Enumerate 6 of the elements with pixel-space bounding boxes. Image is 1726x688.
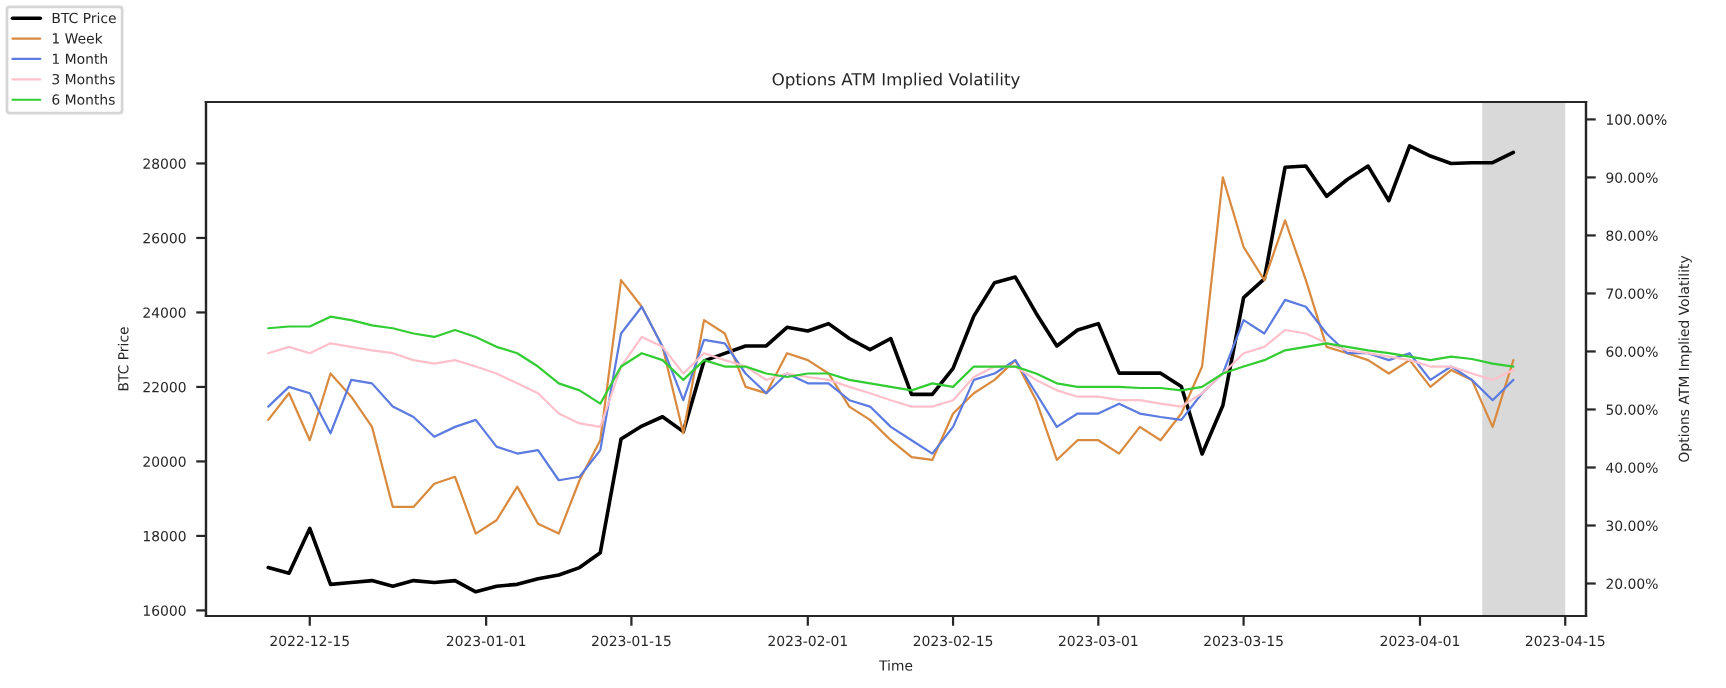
line-series bbox=[267, 298, 1515, 482]
line-series bbox=[267, 328, 1515, 428]
line-series bbox=[266, 144, 1516, 594]
chart-title: Options ATM Implied Volatility bbox=[772, 72, 1020, 89]
line-series bbox=[267, 315, 1515, 405]
line-series bbox=[267, 176, 1515, 535]
